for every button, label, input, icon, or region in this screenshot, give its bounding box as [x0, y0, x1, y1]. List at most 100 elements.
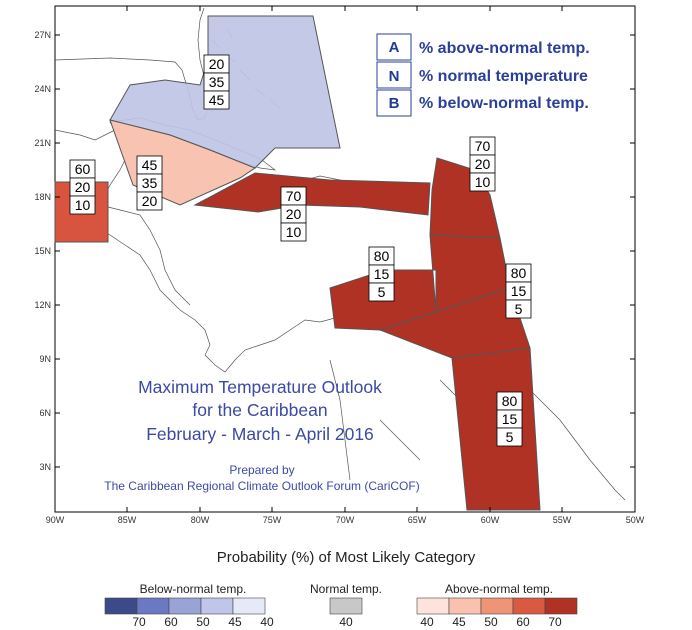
prob-cell — [469, 172, 496, 192]
prob-cell — [136, 191, 163, 211]
credit-line-1: Prepared by — [229, 463, 294, 477]
prob-box-greater-antilles: 70 20 10 — [280, 186, 307, 242]
prob-cell — [368, 282, 395, 302]
prob-value: 20 — [75, 179, 91, 195]
credit: Prepared by The Caribbean Regional Clima… — [104, 463, 419, 493]
scale-title: Probability (%) of Most Likely Category — [217, 549, 476, 566]
forecast-regions — [54, 15, 541, 511]
lon-tick-label: 55W — [553, 515, 572, 525]
region-guianas — [451, 347, 541, 511]
credit-line-2: The Caribbean Regional Climate Outlook F… — [104, 479, 419, 493]
lat-tick-label: 21N — [34, 138, 51, 148]
scale-tick: 45 — [452, 615, 466, 629]
lat-tick-label: 12N — [34, 300, 51, 310]
key-row-above: A % above-normal temp. — [376, 33, 590, 61]
prob-value: 5 — [515, 301, 523, 317]
scale-swatch — [416, 597, 450, 615]
region-greater-antilles — [193, 172, 431, 216]
prob-box-abc-islands-venezuela: 80 15 5 — [368, 246, 395, 302]
key-box-a — [376, 33, 412, 61]
prob-value: 5 — [378, 284, 386, 300]
prob-value: 80 — [374, 248, 390, 264]
prob-box-windward-islands: 80 15 5 — [505, 263, 532, 319]
key-label-below: % below-normal temp. — [419, 95, 589, 112]
scale-swatch — [480, 597, 514, 615]
prob-value: 10 — [75, 197, 91, 213]
prob-value: 35 — [209, 74, 225, 90]
key-box-b — [376, 89, 412, 117]
key-label-above: % above-normal temp. — [419, 40, 590, 57]
scale-swatch — [512, 597, 546, 615]
scale-above-label: Above-normal temp. — [445, 582, 553, 596]
key-row-below: B % below-normal temp. — [376, 89, 589, 117]
scale-normal: 40 — [329, 597, 363, 629]
lat-tick-label: 18N — [34, 192, 51, 202]
prob-box-central-america-north: 60 20 10 — [69, 159, 96, 215]
map-title: Maximum Temperature Outlook for the Cari… — [138, 377, 382, 444]
prob-value: 70 — [475, 138, 491, 154]
prob-value: 80 — [511, 265, 527, 281]
key-legend: A % above-normal temp. N % normal temper… — [376, 33, 590, 117]
prob-value: 15 — [511, 283, 527, 299]
key-letter-b: B — [389, 95, 400, 112]
lat-tick-label: 24N — [34, 84, 51, 94]
scale-tick: 70 — [548, 615, 562, 629]
scale-tick: 60 — [164, 615, 178, 629]
scale-swatch — [168, 597, 202, 615]
lon-tick-label: 85W — [118, 515, 137, 525]
prob-value: 70 — [286, 188, 302, 204]
prob-box-cuba-east-cayman: 45 35 20 — [136, 155, 163, 211]
prob-value: 45 — [209, 92, 225, 108]
prob-value: 20 — [286, 206, 302, 222]
scale-above: 40 45 50 60 70 — [416, 597, 578, 629]
prob-value: 10 — [286, 224, 302, 240]
lon-tick-label: 70W — [336, 515, 355, 525]
scale-tick: 50 — [196, 615, 210, 629]
prob-box-bahamas-cuba: 20 35 45 — [203, 54, 230, 110]
prob-value: 15 — [374, 266, 390, 282]
key-letter-n: N — [389, 68, 400, 85]
scale-below-label: Below-normal temp. — [140, 582, 247, 596]
scale-swatch — [104, 597, 138, 615]
key-box-n — [376, 61, 412, 89]
prob-box-guianas: 80 15 5 — [496, 391, 523, 447]
scale-tick: 70 — [132, 615, 146, 629]
lon-tick-label: 80W — [191, 515, 210, 525]
scale-tick: 40 — [260, 615, 274, 629]
scale-swatch — [329, 597, 363, 615]
prob-value: 15 — [502, 411, 518, 427]
scale-swatch — [448, 597, 482, 615]
lon-tick-label: 90W — [46, 515, 65, 525]
lat-tick-label: 27N — [34, 30, 51, 40]
lat-tick-label: 6N — [39, 408, 51, 418]
prob-cell — [203, 90, 230, 110]
prob-value: 45 — [142, 157, 158, 173]
title-line-2: for the Caribbean — [192, 400, 327, 420]
prob-value: 20 — [209, 56, 225, 72]
scale-tick: 40 — [339, 615, 353, 629]
prob-value: 10 — [475, 174, 491, 190]
lon-tick-label: 60W — [481, 515, 500, 525]
lat-tick-label: 3N — [39, 462, 51, 472]
prob-cell — [505, 299, 532, 319]
key-letter-a: A — [389, 39, 400, 56]
title-line-3: February - March - April 2016 — [146, 424, 374, 444]
scale-swatch — [544, 597, 578, 615]
lon-tick-label: 65W — [408, 515, 427, 525]
prob-value: 80 — [502, 393, 518, 409]
scale-tick: 40 — [420, 615, 434, 629]
lon-tick-label: 50W — [626, 515, 645, 525]
lat-tick-label: 15N — [34, 246, 51, 256]
scale-normal-label: Normal temp. — [310, 582, 382, 596]
scale-tick: 60 — [516, 615, 530, 629]
scale-swatch — [136, 597, 170, 615]
prob-cell — [69, 195, 96, 215]
prob-value: 5 — [506, 429, 514, 445]
title-line-1: Maximum Temperature Outlook — [138, 377, 382, 397]
longitude-axis: 90W 85W 80W 75W 70W 65W 60W 55W 50W — [46, 6, 645, 525]
lat-tick-label: 9N — [39, 354, 51, 364]
prob-value: 20 — [142, 193, 158, 209]
